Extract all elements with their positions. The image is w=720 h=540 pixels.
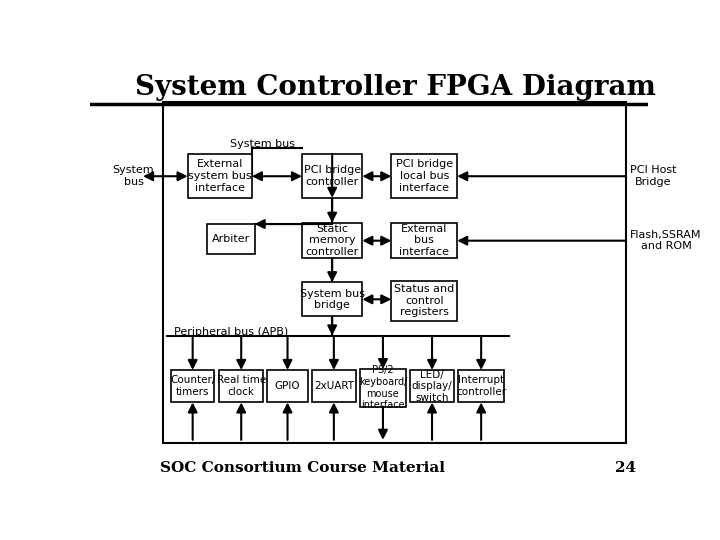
Text: Static
memory
controller: Static memory controller [305,224,359,257]
Text: Flash,SSRAM
and ROM: Flash,SSRAM and ROM [630,230,702,252]
FancyBboxPatch shape [360,369,406,407]
FancyBboxPatch shape [459,370,504,402]
Text: PCI bridge
local bus
interface: PCI bridge local bus interface [396,159,453,193]
Text: System
bus: System bus [113,165,154,187]
Text: PCI Host
Bridge: PCI Host Bridge [630,165,677,187]
Text: Counter/
timers: Counter/ timers [170,375,215,397]
Text: System Controller FPGA Diagram: System Controller FPGA Diagram [135,74,655,101]
FancyBboxPatch shape [171,370,215,402]
FancyBboxPatch shape [312,370,356,402]
FancyBboxPatch shape [220,370,263,402]
Text: PS/2
keyboard/
mouse
interface: PS/2 keyboard/ mouse interface [359,366,407,410]
Text: Real time
clock: Real time clock [217,375,266,397]
FancyBboxPatch shape [392,154,457,198]
Text: PCI bridge
controller: PCI bridge controller [304,165,361,187]
Text: External
bus
interface: External bus interface [400,224,449,257]
Text: 24: 24 [615,461,636,475]
FancyBboxPatch shape [267,370,307,402]
Text: Status and
control
registers: Status and control registers [394,284,454,318]
FancyBboxPatch shape [392,223,457,258]
FancyBboxPatch shape [302,223,362,258]
Text: 2xUART: 2xUART [314,381,354,391]
Text: System bus
bridge: System bus bridge [300,288,364,310]
FancyBboxPatch shape [163,102,626,443]
FancyBboxPatch shape [302,282,362,316]
FancyBboxPatch shape [207,224,255,254]
Text: Interrupt
controller: Interrupt controller [456,375,506,397]
FancyBboxPatch shape [188,154,252,198]
Text: Arbiter: Arbiter [212,234,250,244]
Text: LED/
display/
switch: LED/ display/ switch [412,369,452,403]
Text: SOC Consortium Course Material: SOC Consortium Course Material [160,461,444,475]
Text: External
system bus
interface: External system bus interface [188,159,251,193]
Text: Peripheral bus (APB): Peripheral bus (APB) [174,327,288,337]
Text: System bus: System bus [230,139,295,149]
FancyBboxPatch shape [302,154,362,198]
Text: GPIO: GPIO [275,381,300,391]
FancyBboxPatch shape [392,281,457,321]
FancyBboxPatch shape [410,370,454,402]
